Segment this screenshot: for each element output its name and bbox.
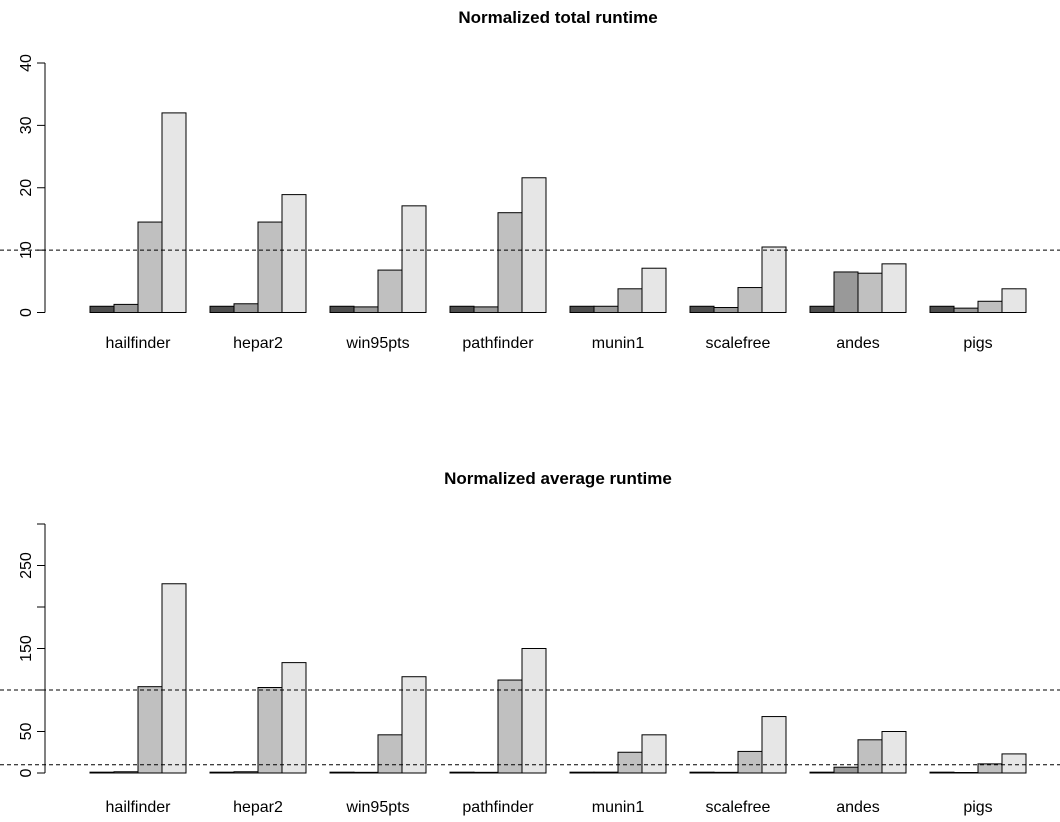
bar (594, 306, 618, 312)
bar (498, 680, 522, 773)
bar (402, 206, 426, 313)
bar (90, 772, 114, 773)
average-runtime-chart: Normalized average runtime 0 50 150 250 hail… (0, 469, 1060, 816)
bar (282, 663, 306, 773)
bar (810, 306, 834, 312)
category-label: win95pts (345, 335, 409, 352)
bar (690, 772, 714, 773)
bar (642, 735, 666, 773)
bar (930, 306, 954, 312)
bar (594, 772, 618, 773)
bar (378, 270, 402, 312)
bar (522, 178, 546, 313)
bar (450, 306, 474, 312)
bar (978, 301, 1002, 312)
bar (330, 772, 354, 773)
bar (858, 740, 882, 773)
y-tick-label: 20 (18, 179, 35, 197)
category-label: pigs (963, 335, 992, 352)
bar (930, 772, 954, 773)
bar (810, 772, 834, 773)
bar (282, 195, 306, 313)
bar (450, 772, 474, 773)
bar (954, 773, 978, 774)
chart-title: Normalized total runtime (458, 8, 657, 27)
bar (762, 247, 786, 312)
category-label: hailfinder (106, 335, 172, 352)
category-label: win95pts (345, 799, 409, 816)
y-tick-label: 150 (18, 635, 35, 662)
y-tick-label: 0 (18, 768, 35, 777)
bar (354, 307, 378, 313)
chart-marks: 0 10 20 30 40 hailfinder hepar2 win95pts pathfin… (0, 54, 1060, 352)
bar (378, 735, 402, 773)
bar (882, 264, 906, 313)
category-label: hailfinder (106, 799, 172, 816)
category-label: pigs (963, 799, 992, 816)
category-label: munin1 (592, 335, 645, 352)
y-tick-label: 10 (18, 241, 35, 259)
total-runtime-chart: Normalized total runtime 0 10 20 30 40 hailfi… (0, 8, 1060, 352)
bar (738, 288, 762, 313)
bar (210, 306, 234, 312)
category-label: hepar2 (233, 335, 283, 352)
category-label: andes (836, 799, 880, 816)
bar (138, 687, 162, 773)
bar (858, 273, 882, 312)
category-label: pathfinder (462, 335, 534, 352)
y-tick-label: 30 (18, 116, 35, 134)
chart-title: Normalized average runtime (444, 469, 672, 488)
bar (330, 306, 354, 312)
bar (714, 772, 738, 773)
bar (570, 306, 594, 312)
y-tick-label: 250 (18, 552, 35, 579)
bar (738, 751, 762, 773)
bar (882, 732, 906, 774)
bar (258, 688, 282, 773)
bar (114, 304, 138, 312)
category-label: andes (836, 335, 880, 352)
bar (162, 113, 186, 313)
bar (210, 772, 234, 773)
bar (114, 772, 138, 773)
bar (618, 752, 642, 773)
bar (954, 308, 978, 312)
category-label: pathfinder (462, 799, 534, 816)
bar (570, 772, 594, 773)
bar (138, 222, 162, 312)
category-label: scalefree (706, 799, 771, 816)
category-label: scalefree (706, 335, 771, 352)
bar (474, 772, 498, 773)
bar (642, 268, 666, 312)
bar (834, 767, 858, 773)
bar (690, 306, 714, 312)
bar (498, 213, 522, 313)
bar (402, 677, 426, 773)
bar (258, 222, 282, 312)
y-tick-label: 50 (18, 723, 35, 741)
chart-marks: 0 50 150 250 hailfinder hepar2 win95pts pathfin… (0, 524, 1060, 816)
bar (618, 289, 642, 313)
bar (978, 764, 1002, 773)
bar (162, 584, 186, 773)
bar (234, 772, 258, 773)
bar (90, 306, 114, 312)
bar (522, 649, 546, 774)
bar (1002, 754, 1026, 773)
bar (834, 272, 858, 313)
bar (714, 308, 738, 313)
category-label: hepar2 (233, 799, 283, 816)
category-label: munin1 (592, 799, 645, 816)
bar (354, 772, 378, 773)
y-tick-label: 0 (18, 308, 35, 317)
y-tick-label: 40 (18, 54, 35, 72)
bar (474, 307, 498, 313)
bar (1002, 289, 1026, 313)
bar (234, 304, 258, 313)
